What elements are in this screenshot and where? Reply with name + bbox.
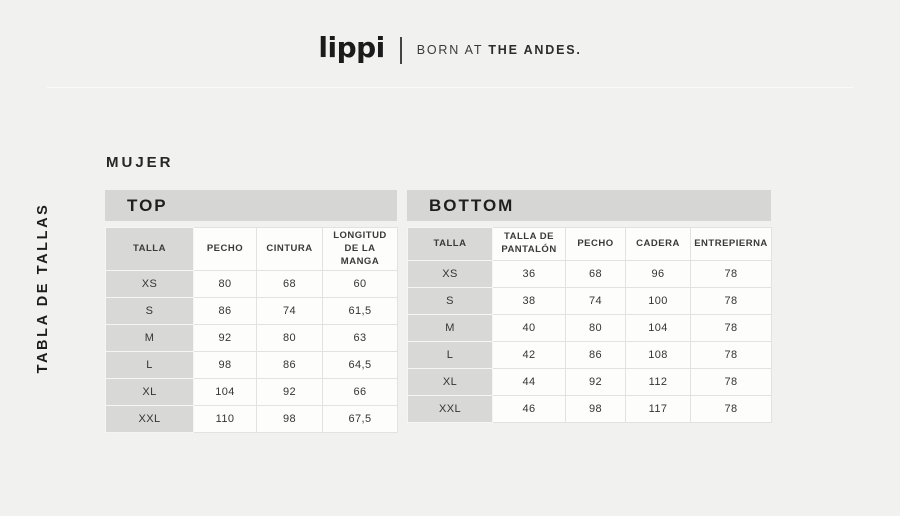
value-cell: 112: [625, 368, 691, 396]
table-row: M 40 80 104 78: [407, 314, 772, 342]
column-header: PECHO: [193, 226, 257, 272]
value-cell: 98: [565, 395, 626, 423]
value-cell: 96: [625, 260, 691, 288]
value-cell: 78: [690, 287, 772, 315]
value-cell: 80: [193, 270, 257, 299]
brand-separator: [399, 36, 402, 64]
column-header-talla: TALLA: [407, 227, 493, 261]
value-cell: 67,5: [322, 405, 398, 434]
value-cell: 92: [565, 368, 626, 396]
table-row: XXL 46 98 117 78: [407, 395, 772, 423]
value-cell: 86: [565, 341, 626, 369]
size-label-cell: XL: [407, 368, 493, 396]
value-cell: 92: [256, 378, 323, 407]
value-cell: 74: [565, 287, 626, 315]
table-title: BOTTOM: [429, 195, 515, 215]
column-header: PECHO: [565, 227, 626, 261]
brand-tagline: BORN AT THE ANDES.: [417, 43, 582, 57]
value-cell: 40: [492, 314, 566, 342]
value-cell: 46: [492, 395, 566, 423]
table-row: L 98 86 64,5: [105, 351, 398, 380]
size-table: TALLA PECHO CINTURA LONGITUD DE LA MANGA XS 8…: [105, 226, 398, 434]
size-label-cell: M: [407, 314, 493, 342]
value-cell: 86: [193, 297, 257, 326]
section-title-mujer: MUJER: [106, 154, 174, 171]
value-cell: 80: [256, 324, 323, 353]
value-cell: 61,5: [322, 297, 398, 326]
value-cell: 104: [625, 314, 691, 342]
value-cell: 68: [256, 270, 323, 299]
value-cell: 78: [690, 395, 772, 423]
value-cell: 78: [690, 260, 772, 288]
header-divider: [47, 87, 853, 88]
value-cell: 110: [193, 405, 257, 434]
column-header: TALLA DE PANTALÓN: [492, 227, 566, 261]
table-row: S 86 74 61,5: [105, 297, 398, 326]
value-cell: 78: [690, 368, 772, 396]
value-cell: 64,5: [322, 351, 398, 380]
size-label-cell: S: [105, 297, 194, 326]
value-cell: 36: [492, 260, 566, 288]
size-label-cell: M: [105, 324, 194, 353]
vertical-label-tabla-de-tallas: TABLA DE TALLAS: [35, 202, 51, 374]
value-cell: 60: [322, 270, 398, 299]
value-cell: 86: [256, 351, 323, 380]
tagline-regular: BORN AT: [416, 43, 484, 57]
table-row: XL 104 92 66: [105, 378, 398, 407]
value-cell: 108: [625, 341, 691, 369]
value-cell: 68: [565, 260, 626, 288]
size-label-cell: XL: [105, 378, 194, 407]
table-row: S 38 74 100 78: [407, 287, 772, 315]
value-cell: 104: [193, 378, 257, 407]
value-cell: 74: [256, 297, 323, 326]
size-label-cell: S: [407, 287, 493, 315]
value-cell: 63: [322, 324, 398, 353]
table-row: XS 80 68 60: [105, 270, 398, 299]
size-label-cell: XXL: [407, 395, 493, 423]
column-header: ENTREPIERNA: [690, 227, 772, 261]
value-cell: 38: [492, 287, 566, 315]
column-header: LONGITUD DE LA MANGA: [322, 226, 398, 272]
size-label-cell: XS: [105, 270, 194, 299]
size-label-cell: XS: [407, 260, 493, 288]
value-cell: 117: [625, 395, 691, 423]
value-cell: 78: [690, 341, 772, 369]
header-row: TALLA TALLA DE PANTALÓN PECHO CADERA ENTREPI…: [407, 227, 772, 261]
size-table-top: TOP TALLA PECHO CINTURA LONGITUD DE LA MANG…: [105, 190, 398, 434]
value-cell: 44: [492, 368, 566, 396]
brand-header: lippi BORN AT THE ANDES.: [0, 30, 900, 70]
value-cell: 98: [256, 405, 323, 434]
table-row: XXL 110 98 67,5: [105, 405, 398, 434]
lippi-logo: lippi: [318, 31, 385, 64]
value-cell: 42: [492, 341, 566, 369]
value-cell: 92: [193, 324, 257, 353]
table-row: XS 36 68 96 78: [407, 260, 772, 288]
table-row: L 42 86 108 78: [407, 341, 772, 369]
size-table-bottom: BOTTOM TALLA TALLA DE PANTALÓN PECHO CADERA…: [407, 190, 772, 423]
value-cell: 80: [565, 314, 626, 342]
tagline-bold: THE ANDES.: [488, 43, 582, 57]
table-title-bar: BOTTOM: [407, 190, 771, 221]
header-row: TALLA PECHO CINTURA LONGITUD DE LA MANGA: [105, 226, 398, 272]
value-cell: 78: [690, 314, 772, 342]
value-cell: 98: [193, 351, 257, 380]
column-header: CINTURA: [256, 226, 323, 272]
size-table: TALLA TALLA DE PANTALÓN PECHO CADERA ENTREPI…: [407, 227, 772, 423]
table-title: TOP: [127, 195, 168, 215]
table-row: M 92 80 63: [105, 324, 398, 353]
size-label-cell: XXL: [105, 405, 194, 434]
table-title-bar: TOP: [105, 190, 397, 221]
column-header-talla: TALLA: [105, 226, 194, 272]
value-cell: 100: [625, 287, 691, 315]
table-row: XL 44 92 112 78: [407, 368, 772, 396]
size-label-cell: L: [407, 341, 493, 369]
column-header: CADERA: [625, 227, 691, 261]
value-cell: 66: [322, 378, 398, 407]
size-label-cell: L: [105, 351, 194, 380]
